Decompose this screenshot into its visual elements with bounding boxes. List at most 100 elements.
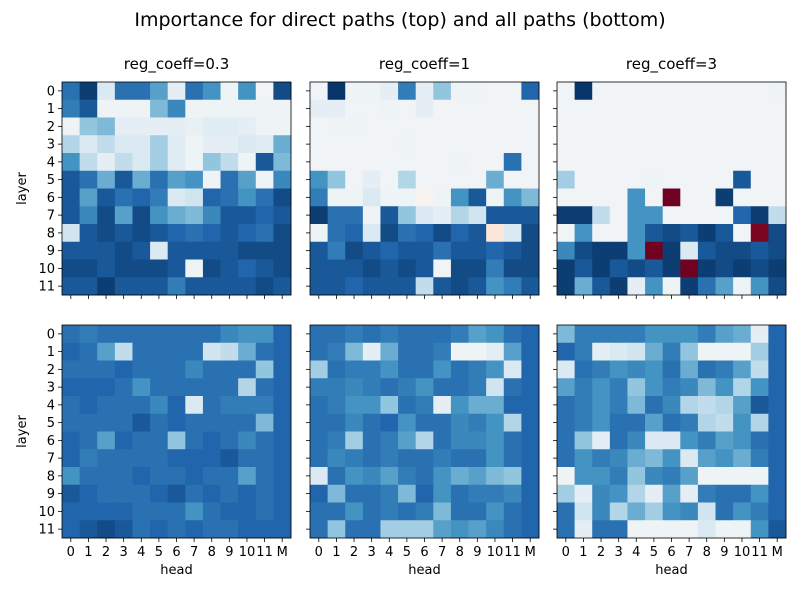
heatmap-cell	[521, 484, 540, 503]
heatmap-cell	[415, 484, 434, 503]
heatmap-cell	[733, 277, 752, 296]
heatmap-cell	[185, 170, 204, 189]
heatmap-cell	[380, 431, 399, 450]
heatmap-cell	[185, 153, 204, 172]
heatmap-cell	[362, 484, 381, 503]
heatmap-cell	[255, 206, 274, 225]
heatmap-cell	[79, 502, 98, 521]
heatmap-cell	[327, 502, 346, 521]
heatmap-cell	[486, 431, 505, 450]
heatmap-cell	[574, 342, 593, 361]
heatmap-cell	[185, 431, 204, 450]
heatmap-cell	[645, 224, 664, 243]
heatmap-cell	[79, 520, 98, 539]
heatmap-cell	[150, 467, 169, 486]
heatmap-cell	[220, 342, 239, 361]
heatmap-cell	[167, 467, 186, 486]
heatmap-cell	[433, 467, 452, 486]
heatmap-cell	[468, 449, 487, 468]
panel-title: reg_coeff=1	[379, 55, 470, 74]
heatmap-cell	[273, 396, 292, 415]
heatmap-cell	[450, 325, 469, 344]
heatmap-cell	[345, 82, 364, 101]
heatmap-cell	[185, 188, 204, 207]
heatmap-cell	[715, 277, 734, 296]
heatmap-cell	[521, 241, 540, 260]
heatmap-cell	[238, 342, 257, 361]
heatmap-cell	[345, 467, 364, 486]
heatmap-cell	[185, 325, 204, 344]
heatmap-cell	[362, 431, 381, 450]
heatmap-cell	[450, 502, 469, 521]
heatmap-cell	[609, 502, 628, 521]
heatmap-cell	[273, 277, 292, 296]
heatmap-cell	[132, 325, 151, 344]
heatmap-cell	[255, 277, 274, 296]
heatmap-cell	[132, 360, 151, 379]
heatmap-cell	[202, 277, 221, 296]
heatmap-cell	[398, 82, 417, 101]
heatmap-cell	[167, 431, 186, 450]
heatmap-cell	[202, 153, 221, 172]
heatmap-cell	[768, 170, 787, 189]
x-tick-label: 0	[562, 545, 570, 560]
heatmap-cell	[273, 241, 292, 260]
heatmap-cell	[609, 449, 628, 468]
heatmap-cell	[273, 82, 292, 101]
heatmap-cell	[450, 277, 469, 296]
heatmap-cell	[433, 360, 452, 379]
heatmap-cell	[433, 449, 452, 468]
heatmap-cell	[380, 277, 399, 296]
heatmap-cell	[715, 342, 734, 361]
heatmap-cell	[468, 224, 487, 243]
heatmap-cell	[503, 188, 522, 207]
heatmap-cell	[503, 224, 522, 243]
x-tick-label: 8	[456, 545, 464, 560]
y-tick-label: 10	[38, 505, 55, 520]
heatmap-cell	[468, 135, 487, 154]
heatmap-cell	[697, 99, 716, 118]
heatmap-cell	[114, 188, 133, 207]
heatmap-cell	[662, 413, 681, 432]
heatmap-cell	[503, 378, 522, 397]
heatmap-cell	[521, 378, 540, 397]
heatmap-cell	[398, 413, 417, 432]
heatmap-cell	[167, 135, 186, 154]
heatmap-cell	[79, 153, 98, 172]
heatmap-cell	[715, 449, 734, 468]
heatmap-cell	[486, 502, 505, 521]
heatmap-cell	[750, 99, 769, 118]
heatmap-cell	[202, 378, 221, 397]
heatmap-cell	[310, 484, 329, 503]
heatmap-cell	[398, 325, 417, 344]
heatmap-cell	[362, 241, 381, 260]
heatmap-cell	[645, 153, 664, 172]
heatmap-cell	[362, 413, 381, 432]
heatmap-cell	[574, 325, 593, 344]
heatmap-cell	[132, 170, 151, 189]
heatmap-cell	[398, 431, 417, 450]
heatmap-cell	[627, 117, 646, 136]
heatmap-cell	[503, 170, 522, 189]
heatmap-cell	[398, 153, 417, 172]
heatmap-cell	[680, 224, 699, 243]
heatmap-cell	[273, 360, 292, 379]
y-tick-label: 0	[47, 84, 55, 99]
heatmap-cell	[680, 135, 699, 154]
heatmap-cell	[167, 520, 186, 539]
heatmap-cell	[310, 135, 329, 154]
heatmap-cell	[62, 99, 81, 118]
heatmap-cell	[680, 360, 699, 379]
heatmap-cell	[645, 170, 664, 189]
heatmap-cell	[609, 135, 628, 154]
heatmap-cell	[132, 449, 151, 468]
heatmap-cell	[592, 188, 611, 207]
heatmap-cell	[345, 188, 364, 207]
heatmap-cell	[185, 82, 204, 101]
heatmap-cell	[503, 431, 522, 450]
heatmap-cell	[362, 378, 381, 397]
heatmap-cell	[645, 206, 664, 225]
heatmap-cell	[202, 520, 221, 539]
heatmap-cell	[750, 224, 769, 243]
heatmap-cell	[662, 449, 681, 468]
